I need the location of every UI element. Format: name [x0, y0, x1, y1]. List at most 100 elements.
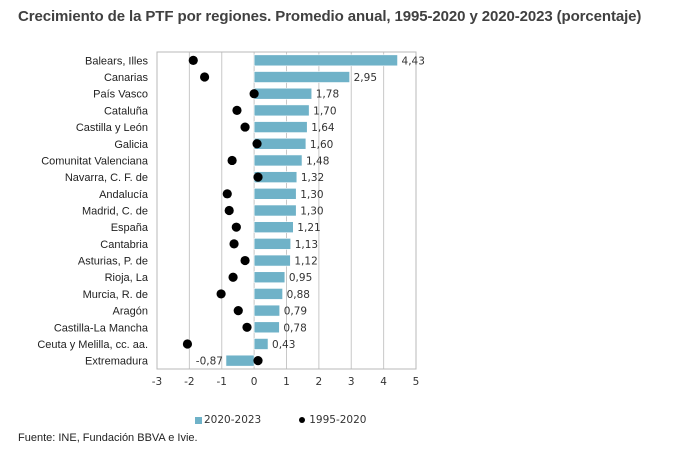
category-label: Cataluña	[104, 105, 149, 117]
category-label: Extremadura	[85, 356, 149, 368]
bar-value-label: -0,87	[196, 356, 223, 368]
bar	[253, 104, 310, 117]
dot-point	[253, 172, 263, 182]
category-label: Andalucía	[99, 189, 149, 201]
dot-point	[182, 339, 193, 349]
bar-value-label: 0,95	[289, 272, 312, 284]
bar	[253, 271, 286, 284]
category-label: Canarias	[104, 72, 149, 84]
dot-point	[229, 239, 239, 249]
bar-value-label: 1,21	[297, 222, 320, 234]
bar	[253, 188, 297, 200]
bar-value-label: 1,30	[300, 189, 323, 201]
x-tick-label: -2	[184, 376, 194, 388]
bar	[253, 71, 350, 83]
category-label: Balears, Illes	[85, 55, 148, 67]
category-label: Madrid, C. de	[82, 206, 148, 218]
bar	[253, 221, 294, 233]
bar	[253, 254, 291, 267]
dot-point	[232, 105, 242, 115]
legend-item-1995-2020: 1995-2020	[299, 414, 366, 426]
bar-value-label: 1,12	[294, 256, 317, 268]
dot-point	[228, 272, 238, 282]
dot-point	[224, 205, 234, 216]
bar-value-label: 1,13	[295, 239, 318, 251]
legend-item-2020-2023: 2020-2023	[195, 414, 261, 426]
plot-border	[156, 51, 417, 370]
bar-value-label: 2,95	[354, 72, 377, 84]
bar	[253, 54, 398, 67]
x-tick-label: 3	[348, 376, 355, 388]
dot-point	[233, 306, 243, 316]
category-label: Murcia, R. de	[83, 289, 148, 301]
dot-point	[222, 189, 232, 199]
bar-value-label: 0,79	[284, 306, 307, 318]
bar-value-label: 1,78	[316, 89, 339, 101]
bar	[253, 154, 303, 167]
x-tick-label: 1	[283, 376, 290, 388]
dot-point	[240, 122, 250, 132]
x-tick-label: 5	[413, 376, 420, 388]
dot-point	[188, 55, 198, 65]
dot-point	[216, 289, 226, 299]
bar	[253, 288, 283, 300]
bar	[253, 204, 297, 217]
bar-value-label: 0,78	[283, 322, 306, 334]
chart-title: Crecimiento de la PTF por regiones. Prom…	[18, 8, 642, 25]
category-label: Comunitat Valenciana	[41, 155, 149, 167]
bar-value-label: 0,43	[272, 339, 295, 351]
x-tick-label: 2	[316, 376, 323, 388]
legend-bar-swatch-icon	[195, 416, 202, 424]
bar	[253, 121, 308, 133]
dot-point	[231, 222, 241, 232]
x-tick-label: 4	[380, 376, 387, 388]
source-note: Fuente: INE, Fundación BBVA e Ivie.	[18, 432, 198, 444]
dot-point	[249, 89, 259, 99]
bar-value-label: 4,43	[402, 55, 425, 67]
bar	[253, 338, 269, 350]
category-label: Asturias, P. de	[78, 256, 148, 268]
category-label: España	[111, 222, 149, 234]
legend-label-1995-2020: 1995-2020	[309, 414, 367, 426]
bar	[253, 304, 281, 317]
bar	[225, 354, 255, 367]
bar-value-label: 1,30	[300, 206, 323, 218]
category-label: Ceuta y Melilla, cc. aa.	[37, 339, 148, 351]
bar	[253, 87, 313, 100]
legend-label-2020-2023: 2020-2023	[204, 414, 262, 426]
bar-value-label: 1,48	[306, 155, 329, 167]
x-tick-label: 0	[251, 376, 258, 388]
category-label: Galicia	[114, 139, 149, 151]
bar	[253, 238, 292, 250]
category-label: Navarra, C. F. de	[65, 172, 148, 184]
bar-value-label: 1,32	[301, 172, 324, 184]
dot-point	[242, 322, 252, 332]
value-labels: 4,43 2,95 1,78 1,70 1,64 1,60 1,48 1,32 1,30 1,30…	[196, 55, 425, 367]
legend-dot-swatch-icon	[299, 417, 306, 423]
category-label: Rioja, La	[105, 272, 149, 284]
bar-value-label: 1,60	[310, 139, 333, 151]
dot-point	[252, 139, 262, 149]
bar-value-label: 1,64	[311, 122, 335, 134]
bar-value-label: 1,70	[313, 105, 336, 117]
dot-point	[199, 72, 210, 82]
bars-2020-2023	[225, 54, 398, 367]
category-labels: Balears, Illes Canarias País Vasco Cataluña…	[37, 55, 149, 367]
dots-1995-2020	[182, 55, 263, 366]
plot-frame	[156, 51, 417, 370]
category-label: Aragón	[113, 306, 148, 318]
category-label: Castilla-La Mancha	[54, 322, 149, 334]
x-tick-label: -3	[152, 376, 162, 388]
dot-point	[253, 356, 263, 366]
category-label: Cantabria	[100, 239, 149, 251]
category-label: País Vasco	[93, 89, 148, 101]
dot-point	[240, 255, 250, 266]
chart-area: Balears, Illes Canarias País Vasco Cataluña…	[37, 51, 425, 388]
x-axis-ticks: -3 -2 -1 0 1 2 3 4 5	[152, 376, 420, 388]
dot-point	[227, 155, 237, 166]
category-label: Castilla y León	[76, 122, 148, 134]
bar	[253, 321, 280, 334]
bar-value-label: 0,88	[287, 289, 310, 301]
bar	[253, 137, 307, 150]
legend: 2020-2023 1995-2020	[195, 414, 366, 426]
